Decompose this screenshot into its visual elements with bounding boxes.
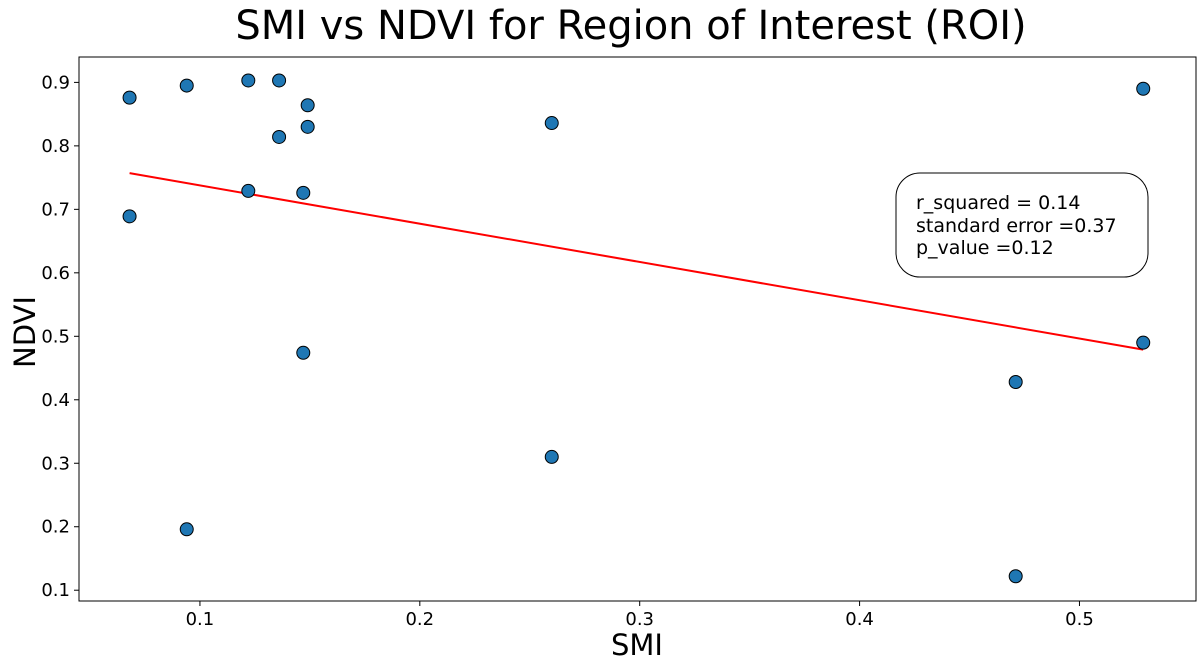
data-point <box>122 209 137 224</box>
regression-line <box>129 172 1144 351</box>
data-point <box>544 116 559 131</box>
data-point <box>1136 335 1151 350</box>
plot-frame <box>78 56 1197 602</box>
stats-box-frame <box>895 172 1149 278</box>
stats-standard-error: standard error =0.37 <box>916 215 1117 237</box>
data-point <box>300 119 315 134</box>
x-tick-label: 0.5 <box>1065 609 1094 630</box>
data-point <box>1008 569 1023 584</box>
x-axis-title: SMI <box>611 628 663 662</box>
data-point <box>272 129 287 144</box>
data-point <box>241 73 256 88</box>
x-tick-label: 0.2 <box>405 609 434 630</box>
x-tick-label: 0.4 <box>845 609 874 630</box>
data-point <box>300 98 315 113</box>
data-point <box>1136 81 1151 96</box>
y-tick-label: 0.4 <box>41 390 70 411</box>
data-point <box>241 183 256 198</box>
plot-area: 0.1 0.2 0.3 0.4 0.5 0.1 0.2 0.3 0.4 0.5 0.6 0.7 0.8 0… <box>41 56 1197 630</box>
y-tick-label: 0.9 <box>41 72 70 93</box>
stats-r-squared: r_squared = 0.14 <box>916 192 1080 214</box>
y-tick-label: 0.6 <box>41 263 70 284</box>
data-point <box>179 78 194 93</box>
data-point <box>544 449 559 464</box>
y-tick-label: 0.5 <box>41 326 70 347</box>
data-point <box>179 522 194 537</box>
y-tick-label: 0.8 <box>41 136 70 157</box>
x-tick-label: 0.1 <box>186 609 215 630</box>
stats-p-value: p_value =0.12 <box>916 237 1054 259</box>
y-tick-label: 0.1 <box>41 580 70 601</box>
stats-annotation-box: r_squared = 0.14 standard error =0.37 p_… <box>895 172 1149 278</box>
y-tick-label: 0.3 <box>41 453 70 474</box>
x-tick-label: 0.3 <box>625 609 654 630</box>
data-point <box>122 90 137 105</box>
data-point <box>296 345 311 360</box>
y-axis-title: NDVI <box>8 296 42 368</box>
data-point <box>296 185 311 200</box>
chart-title: SMI vs NDVI for Region of Interest (ROI) <box>235 3 1026 49</box>
y-tick-label: 0.7 <box>41 199 70 220</box>
y-tick-label: 0.2 <box>41 517 70 538</box>
data-point <box>1008 375 1023 390</box>
data-point <box>272 73 287 88</box>
